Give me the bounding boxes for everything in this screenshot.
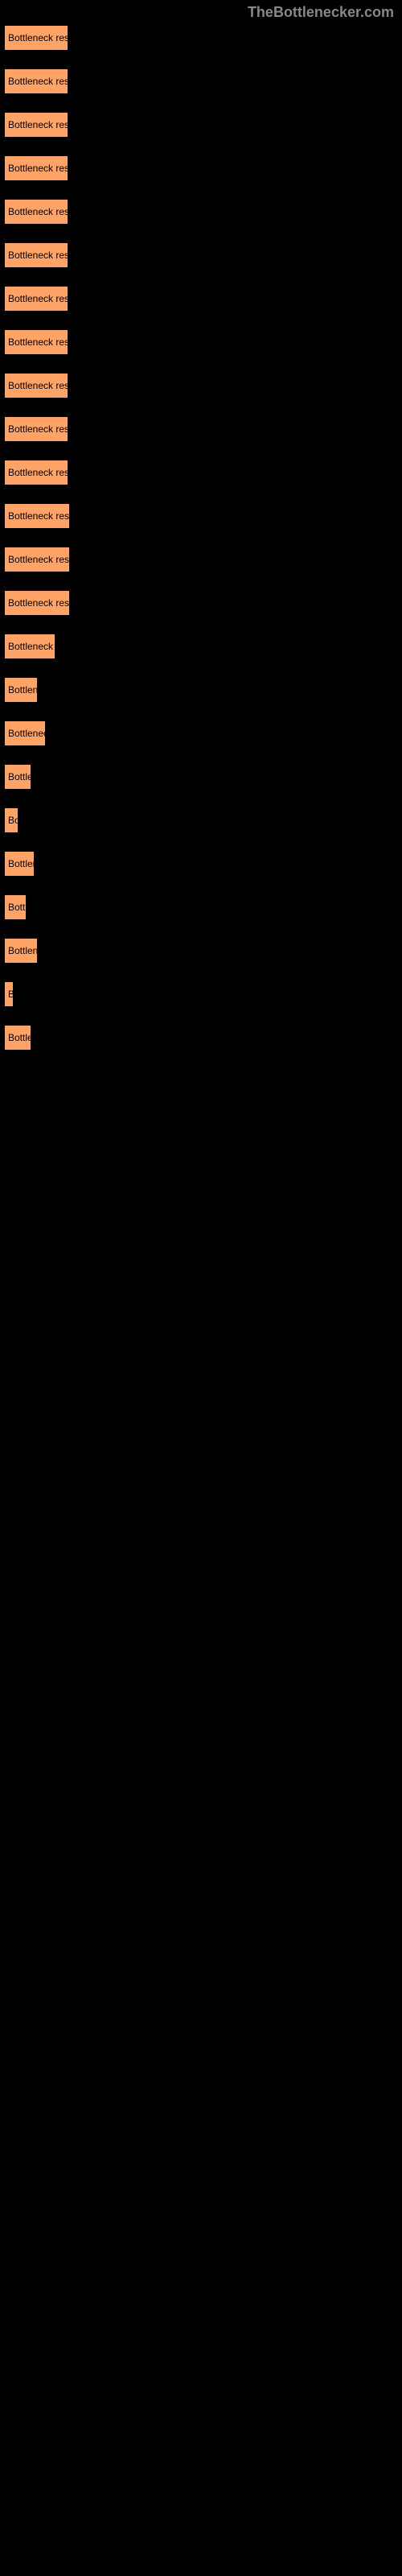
bottleneck-result-button[interactable]: Bottleneck result <box>4 373 68 398</box>
bottleneck-result-button[interactable]: Bottle <box>4 764 31 790</box>
bottleneck-result-button[interactable]: Bottleneck result <box>4 460 68 485</box>
bottleneck-result-button[interactable]: Bottleneck result <box>4 503 70 529</box>
bottleneck-result-button[interactable]: Bottleneck result <box>4 547 70 572</box>
bottleneck-result-button[interactable]: Bottleneck result <box>4 25 68 51</box>
bottleneck-result-button[interactable]: Bottleneck result <box>4 242 68 268</box>
bottleneck-result-button[interactable]: Bottlen <box>4 851 35 877</box>
site-header: TheBottlenecker.com <box>0 0 402 21</box>
bottleneck-result-button[interactable]: Bottleneck result <box>4 329 68 355</box>
bottleneck-result-button[interactable]: Bottleneck re <box>4 634 55 659</box>
bottleneck-result-button[interactable]: Bottleneck result <box>4 112 68 138</box>
bottleneck-result-button[interactable]: Bottleneck result <box>4 155 68 181</box>
bottleneck-result-button[interactable]: Bottl <box>4 894 27 920</box>
bottleneck-result-button[interactable]: Bottleneck result <box>4 590 70 616</box>
bottleneck-result-button[interactable]: Bottlene <box>4 938 38 964</box>
button-list: Bottleneck result Bottleneck result Bottle… <box>0 21 402 1072</box>
bottleneck-result-button[interactable]: B <box>4 981 14 1007</box>
bottleneck-result-button[interactable]: Bottle <box>4 1025 31 1051</box>
bottleneck-result-button[interactable]: Bottlene <box>4 677 38 703</box>
bottleneck-result-button[interactable]: Bottleneck result <box>4 68 68 94</box>
bottleneck-result-button[interactable]: Bottleneck <box>4 720 46 746</box>
bottleneck-result-button[interactable]: Bottleneck result <box>4 416 68 442</box>
bottleneck-result-button[interactable]: Bottleneck result <box>4 199 68 225</box>
bottleneck-result-button[interactable]: Bottleneck result <box>4 286 68 312</box>
bottleneck-result-button[interactable]: Bo <box>4 807 18 833</box>
